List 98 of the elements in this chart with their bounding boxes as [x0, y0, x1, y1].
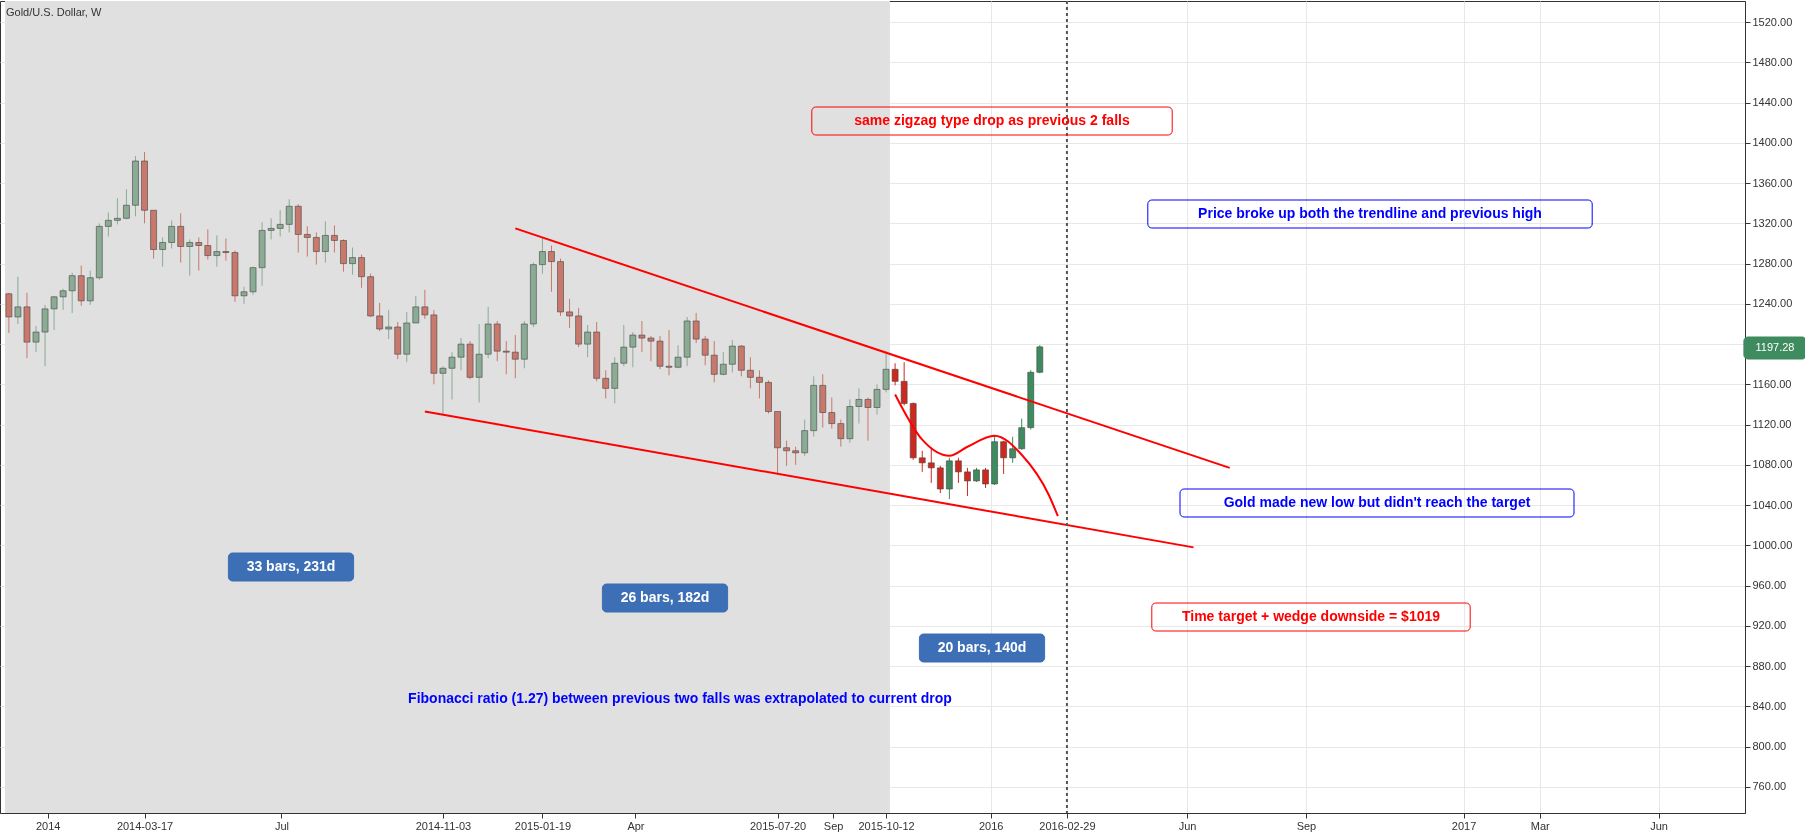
y-tick-label: 1320.00 [1752, 216, 1793, 229]
candlestick [313, 231, 320, 266]
y-tick-label: 1480.00 [1752, 55, 1793, 68]
candlestick [783, 440, 790, 467]
x-tick-label: 2014 [35, 819, 61, 832]
candlestick [349, 247, 356, 276]
candlestick [927, 447, 935, 484]
line-series [894, 393, 1059, 518]
annotation: Fibonacci ratio (1.27) between previous two falls was extrapolated to current drop [408, 690, 952, 706]
y-tick-label: 920.00 [1752, 619, 1787, 632]
candlestick [828, 396, 836, 430]
y-tick-label: 1360.00 [1752, 176, 1793, 189]
candlestick [331, 224, 338, 254]
y-tick-label: 1080.00 [1752, 458, 1793, 471]
y-tick-label: 1520.00 [1752, 15, 1793, 28]
y-tick-label: 760.00 [1752, 780, 1787, 793]
candlestick [747, 356, 754, 389]
candlestick [304, 225, 311, 258]
candlestick [86, 270, 94, 306]
candlestick [177, 212, 184, 264]
candlestick [322, 220, 329, 264]
candlestick [204, 228, 212, 261]
y-tick-label: 1440.00 [1752, 96, 1793, 109]
candlestick [195, 236, 203, 272]
annotation: same zigzag type drop as previous 2 falls [854, 112, 1130, 128]
x-tick-label: 2014-11-03 [415, 819, 472, 832]
y-tick-label: 1120.00 [1752, 418, 1792, 431]
y-tick-label: 840.00 [1752, 699, 1787, 712]
x-tick-label: 2014-03-17 [116, 819, 174, 832]
y-tick-label: 880.00 [1752, 659, 1787, 672]
x-tick-label: Jul [274, 819, 289, 832]
candlestick [792, 446, 799, 466]
y-tick-label: 800.00 [1752, 740, 1787, 753]
y-tick-label: 1160.00 [1752, 377, 1792, 390]
candlestick [729, 339, 736, 373]
x-tick-label: Mar [1530, 819, 1551, 832]
candlestick [692, 312, 700, 344]
candlestick [1000, 440, 1007, 475]
x-tick-label: Jun [1650, 819, 1668, 832]
annotation: Price broke up both the trendline and previous high [1198, 205, 1542, 221]
annotation: Gold made new low but didn't reach the target [1223, 494, 1531, 510]
candlestick [566, 298, 573, 329]
x-tick-label: Apr [627, 819, 645, 832]
candlestick [701, 335, 709, 366]
candlestick [276, 209, 284, 237]
candlestick [502, 340, 510, 375]
candlestick [584, 324, 591, 358]
candlestick [358, 254, 365, 289]
x-tick-label: 2015-10-12 [858, 819, 915, 832]
candlestick [285, 198, 293, 233]
candlestick [964, 467, 971, 497]
y-tick-label: 960.00 [1752, 579, 1787, 592]
candlestick [837, 419, 845, 448]
candlestick [710, 340, 718, 383]
candlestick [105, 211, 112, 237]
x-tick-label: 2015-07-20 [749, 819, 807, 832]
candlestick [186, 238, 194, 277]
annotation: Time target + wedge downside = $1019 [1181, 608, 1441, 624]
candlestick [539, 236, 546, 275]
candlestick [114, 197, 121, 225]
annotation: 26 bars, 182d [620, 589, 710, 605]
x-tick-label: Jun [1178, 819, 1197, 832]
candlestick [756, 369, 763, 399]
candlestick [123, 188, 130, 220]
y-tick-label: 1040.00 [1752, 498, 1793, 511]
candlestick [412, 295, 420, 324]
text: 1197.28 [1755, 341, 1795, 353]
candlestick [602, 369, 610, 399]
x-tick-label: 2016-02-29 [1039, 819, 1096, 832]
x-tick-label: Sep [823, 819, 844, 832]
x-tick-label: 2017 [1451, 819, 1477, 832]
x-tick-label: 2015-01-19 [514, 819, 572, 832]
candlestick [385, 309, 392, 340]
x-tick-label: 2016 [978, 819, 1004, 832]
y-tick-label: 1240.00 [1752, 297, 1793, 310]
annotation: 33 bars, 231d [246, 558, 336, 574]
candlestick [937, 465, 944, 494]
candlestick [1018, 418, 1026, 451]
x-tick-label: Sep [1296, 819, 1317, 832]
candlestick [340, 238, 347, 273]
candlestick [801, 419, 808, 457]
candlestick [900, 361, 908, 406]
candlestick [620, 324, 628, 367]
candlestick [168, 219, 175, 250]
candlestick [955, 457, 962, 484]
y-tick-label: 1400.00 [1752, 136, 1793, 149]
annotation: 20 bars, 140d [937, 639, 1027, 655]
candlestick [159, 236, 166, 268]
candlestick [1009, 436, 1016, 464]
candlestick [918, 450, 926, 473]
candlestick [982, 467, 989, 489]
candlestick [511, 334, 519, 379]
chart-title: Gold/U.S. Dollar, W [6, 6, 102, 18]
candlestick [376, 302, 383, 332]
candlestick [68, 272, 76, 314]
candlestick [548, 245, 555, 293]
y-tick-label: 1000.00 [1752, 538, 1793, 551]
y-tick-label: 1280.00 [1752, 257, 1793, 270]
